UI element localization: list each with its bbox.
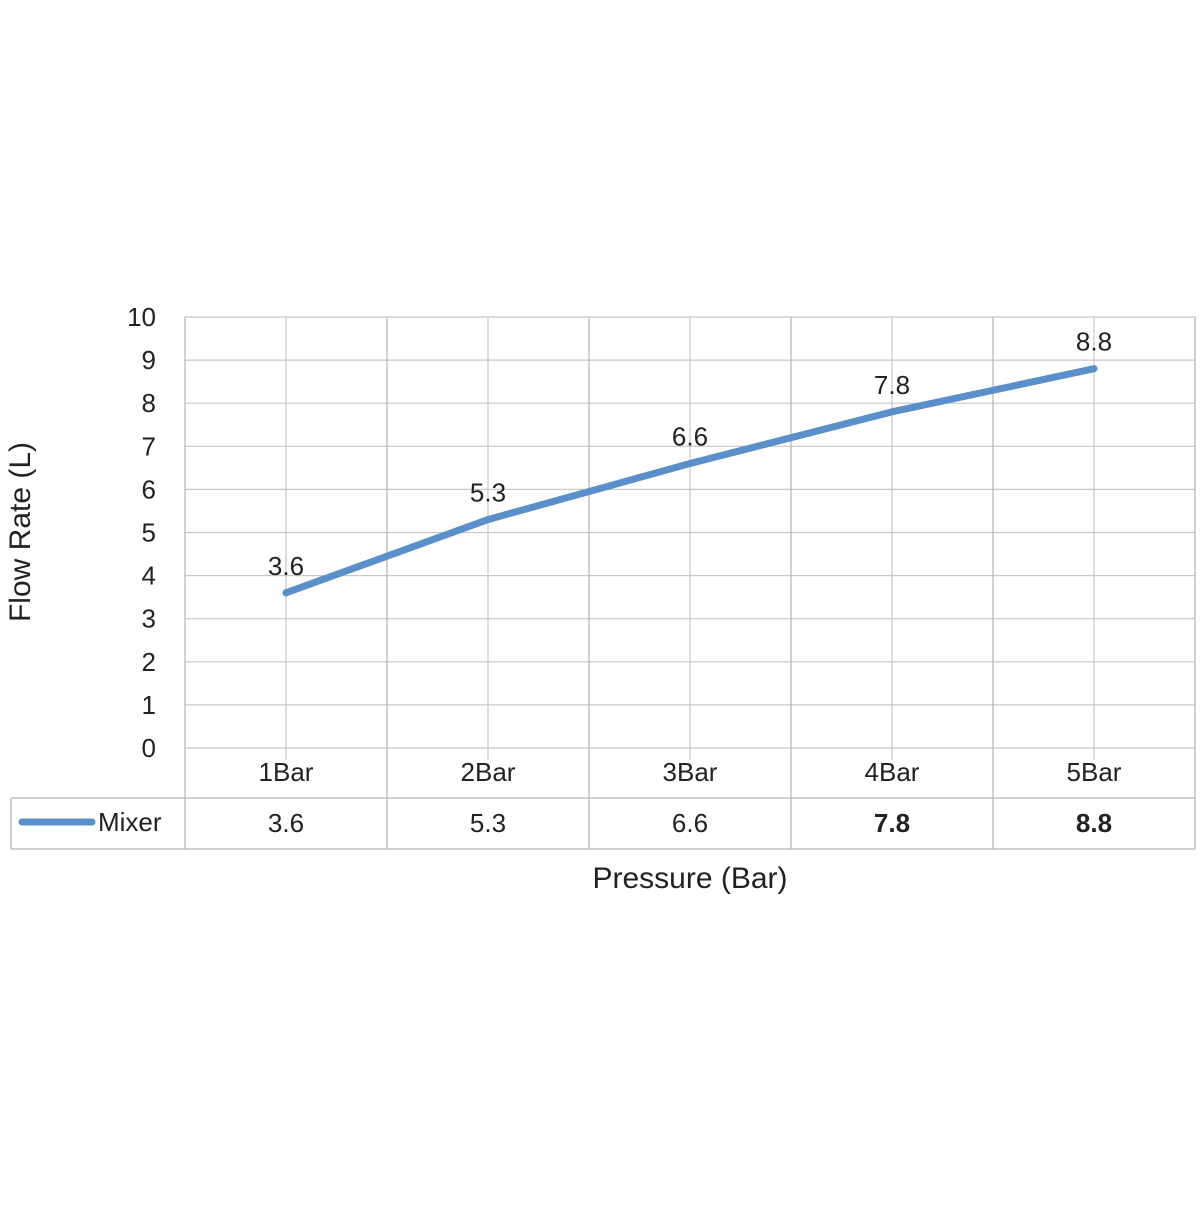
y-tick-label: 2 bbox=[142, 647, 156, 677]
y-tick-label: 5 bbox=[142, 518, 156, 548]
data-labels: 3.6 5.3 6.6 7.8 8.8 bbox=[268, 327, 1112, 581]
table-cell-value: 5.3 bbox=[470, 808, 506, 838]
y-tick-label: 10 bbox=[127, 302, 156, 332]
data-label: 8.8 bbox=[1076, 327, 1112, 357]
table-cell-value: 7.8 bbox=[874, 808, 910, 838]
y-tick-label: 9 bbox=[142, 345, 156, 375]
x-axis-title: Pressure (Bar) bbox=[592, 862, 787, 895]
y-axis-ticks: 0 1 2 3 4 5 6 7 8 9 10 bbox=[127, 302, 156, 763]
gridlines bbox=[184, 316, 1196, 849]
data-point bbox=[686, 460, 694, 468]
series-mixer bbox=[282, 365, 1098, 597]
data-point bbox=[888, 408, 896, 416]
x-tick-label: 5Bar bbox=[1067, 757, 1122, 787]
legend-label-mixer: Mixer bbox=[98, 807, 162, 837]
table-cell-value: 8.8 bbox=[1076, 808, 1112, 838]
y-tick-label: 1 bbox=[142, 690, 156, 720]
x-tick-label: 1Bar bbox=[259, 757, 314, 787]
table-cell-value: 6.6 bbox=[672, 808, 708, 838]
x-tick-label: 4Bar bbox=[865, 757, 920, 787]
table-cell-value: 3.6 bbox=[268, 808, 304, 838]
x-tick-label: 3Bar bbox=[663, 757, 718, 787]
data-label: 6.6 bbox=[672, 422, 708, 452]
data-label: 3.6 bbox=[268, 551, 304, 581]
data-label: 5.3 bbox=[470, 478, 506, 508]
x-tick-label: 2Bar bbox=[461, 757, 516, 787]
y-tick-label: 0 bbox=[142, 733, 156, 763]
y-tick-label: 8 bbox=[142, 388, 156, 418]
data-point bbox=[484, 516, 492, 524]
data-table: 1Bar 2Bar 3Bar 4Bar 5Bar Mixer 3.6 5.3 6.6 7.8 8.8 bbox=[10, 757, 1195, 850]
y-tick-label: 3 bbox=[142, 604, 156, 634]
y-tick-label: 6 bbox=[142, 474, 156, 504]
data-point bbox=[282, 589, 290, 597]
data-label: 7.8 bbox=[874, 370, 910, 400]
y-axis-title: Flow Rate (L) bbox=[4, 442, 37, 622]
y-tick-label: 4 bbox=[142, 561, 156, 591]
y-tick-label: 7 bbox=[142, 431, 156, 461]
data-point bbox=[1090, 365, 1098, 373]
